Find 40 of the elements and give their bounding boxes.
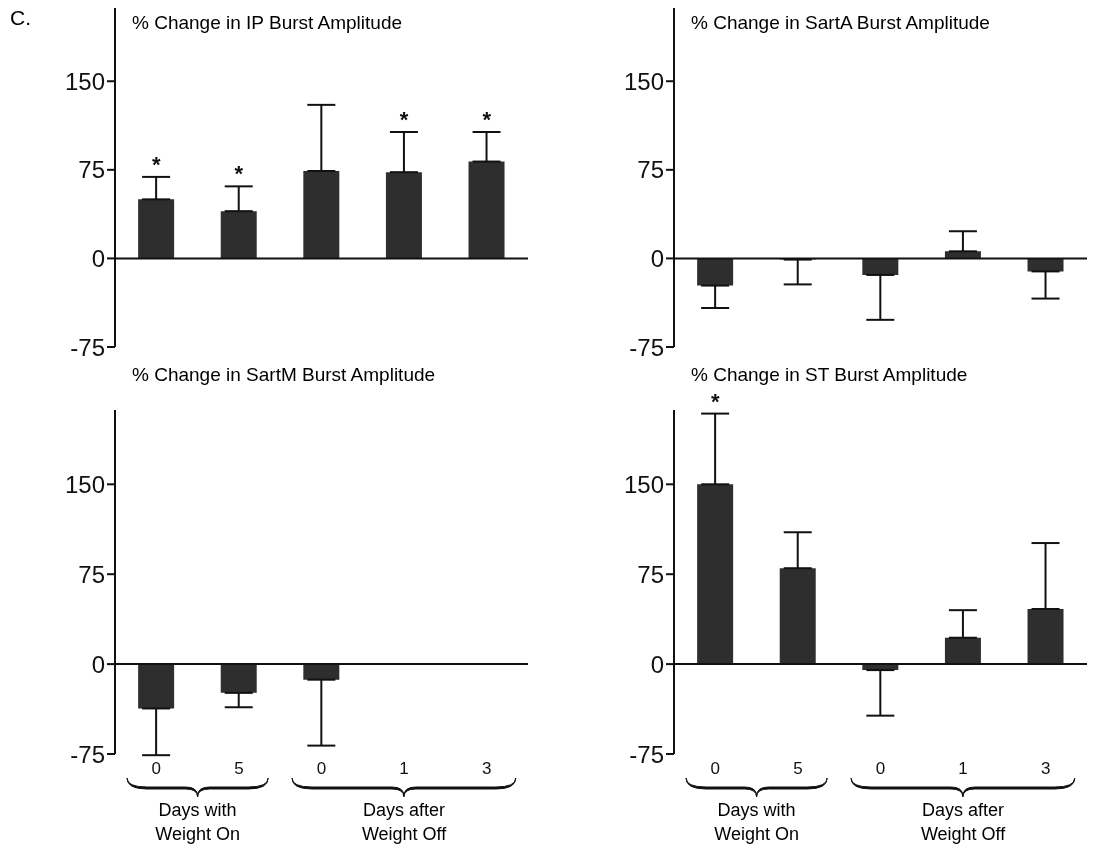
x-tick-label: 1: [958, 759, 968, 779]
y-tick-label: 150: [64, 470, 105, 498]
x-tick-label: 0: [151, 759, 162, 779]
annotation: *: [399, 107, 409, 133]
x-tick-label: 1: [399, 759, 409, 779]
annotation: *: [482, 107, 492, 133]
y-tick-label: -75: [629, 740, 664, 768]
x-tick-label: 0: [710, 759, 721, 779]
x-tick-label: 5: [234, 759, 244, 779]
y-tick-label: -75: [629, 333, 664, 361]
x-tick-label: 5: [793, 759, 803, 779]
text: Days with Weight On: [154, 799, 241, 846]
x-tick-label: 3: [1040, 759, 1051, 779]
y-tick-label: 75: [637, 156, 664, 184]
text: Days after Weight Off: [360, 799, 448, 846]
y-tick-label: 150: [623, 67, 664, 95]
y-tick-label: -75: [70, 333, 105, 361]
y-tick-label: 75: [78, 560, 105, 588]
y-tick-label: 0: [650, 244, 664, 272]
y-tick-label: 150: [64, 67, 105, 95]
y-tick-label: 0: [91, 650, 105, 678]
x-tick-label: 0: [316, 759, 327, 779]
chart-title: % Change in SartA Burst Amplitude: [691, 12, 990, 34]
chart-title: % Change in SartM Burst Amplitude: [132, 364, 436, 386]
annotation: *: [152, 151, 162, 177]
y-tick-label: -75: [70, 740, 105, 768]
annotation: *: [234, 161, 244, 187]
annotation: *: [711, 388, 721, 414]
x-tick-label: 3: [481, 759, 492, 779]
y-tick-label: 75: [637, 560, 664, 588]
chart-title: % Change in IP Burst Amplitude: [132, 12, 403, 34]
y-tick-label: 0: [91, 244, 105, 272]
text: Days with Weight On: [713, 799, 800, 846]
chart-title: % Change in ST Burst Amplitude: [691, 364, 968, 386]
text: C.: [10, 6, 31, 30]
text: Days after Weight Off: [919, 799, 1007, 846]
x-tick-label: 0: [875, 759, 886, 779]
y-tick-label: 75: [78, 156, 105, 184]
y-tick-label: 0: [650, 650, 664, 678]
y-tick-label: 150: [623, 470, 664, 498]
